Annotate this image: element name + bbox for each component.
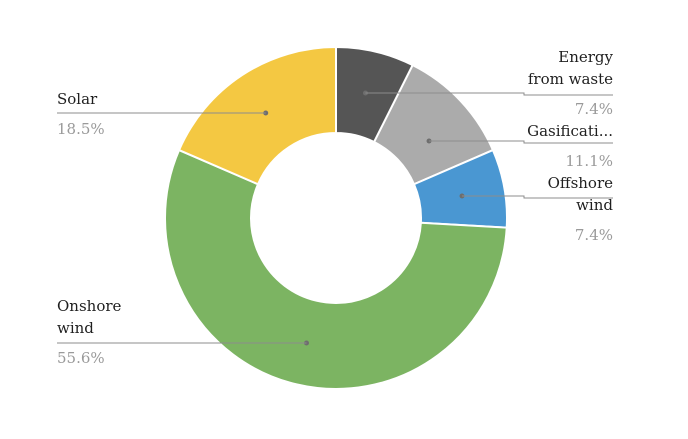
slice-onshore-wind: [164, 148, 508, 390]
category-label-offshore-wind: Offshore: [548, 174, 614, 192]
leader-lines: [57, 90, 613, 346]
leader-line-offshore-wind: [462, 195, 613, 199]
category-label-onshore-wind: Onshore: [57, 297, 122, 315]
percent-label-onshore-wind: 55.6%: [57, 349, 105, 367]
slices: [164, 45, 508, 390]
category-label-gasification: Gasificati...: [527, 122, 613, 140]
leader-line-energy-from-waste: [365, 92, 613, 96]
category-label-offshore-wind: wind: [576, 196, 613, 214]
category-label-energy-from-waste: from waste: [528, 70, 613, 88]
category-label-solar: Solar: [57, 90, 98, 108]
slice-solar: [177, 45, 337, 186]
percent-label-energy-from-waste: 7.4%: [575, 100, 613, 118]
category-label-energy-from-waste: Energy: [558, 48, 613, 66]
leader-line-gasification: [429, 140, 613, 144]
slice-labels: Energy from waste 7.4% Gasificati... 11.1% Of…: [57, 48, 614, 367]
category-label-onshore-wind: wind: [57, 319, 94, 337]
percent-label-gasification: 11.1%: [565, 152, 613, 170]
percent-label-solar: 18.5%: [57, 120, 105, 138]
percent-label-offshore-wind: 7.4%: [575, 226, 613, 244]
